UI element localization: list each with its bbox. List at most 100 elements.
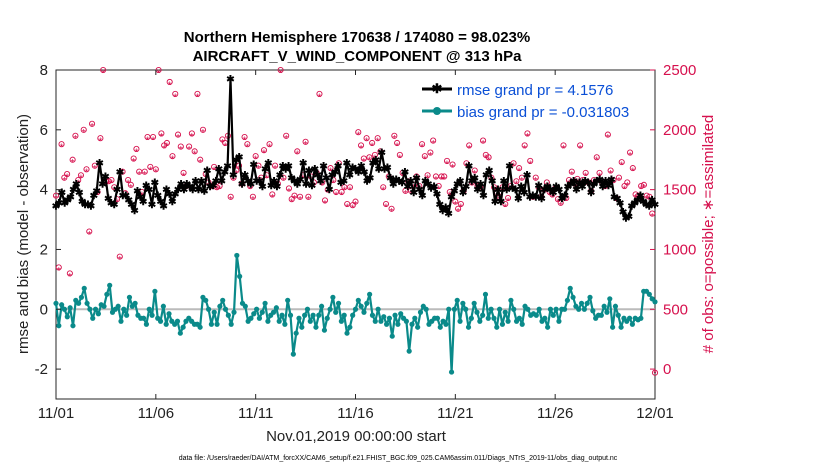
rmse-point: ✱ [58,188,67,199]
bias-point [104,291,110,297]
rmse-point: ✱ [651,200,660,211]
obs-possible-point [502,200,509,208]
obs-assimilated-point: * [68,272,72,283]
obs-assimilated-point: * [195,92,199,103]
rmse-point: ✱ [314,170,323,181]
rmse-point: ✱ [81,200,90,211]
obs-assimilated-point: * [348,186,352,197]
bias-point [378,318,384,324]
obs-possible-point [419,141,426,148]
bias-point [578,300,585,306]
obs-assimilated-point: * [137,170,141,181]
obs-possible-point [560,142,567,149]
obs-assimilated-point: * [514,180,518,191]
obs-assimilated-point: * [107,180,111,191]
bias-point [516,315,522,321]
rmse-point: ✱ [220,167,229,178]
rmse-point: ✱ [305,166,314,177]
obs-assimilated-point: * [634,193,638,204]
bias-point [607,296,613,302]
obs-possible-point [388,205,395,212]
obs-possible-point [213,184,220,191]
obs-possible-point [197,156,204,163]
obs-possible-point [369,139,376,147]
bias-point [386,315,393,321]
bias-point [358,303,364,309]
obs-assimilated-point: * [306,195,310,206]
rmse-point: ✱ [250,160,259,171]
y2-tick-label: 1000 [663,241,696,258]
y2-tick-label: 0 [663,361,671,378]
rmse-point: ✱ [148,200,157,211]
obs-possible-point [557,199,564,206]
obs-possible-point [172,90,179,97]
bias-point [53,300,59,306]
obs-possible-point [86,228,93,235]
obs-possible-point [649,210,656,217]
rmse-point: ✱ [293,179,302,190]
bias-point [570,294,576,300]
obs-possible-point [565,177,573,184]
obs-possible-point [344,200,351,208]
bias-point [505,318,511,324]
rmse-point: ✱ [546,185,555,196]
obs-possible-point [352,198,359,205]
bias-point [149,312,155,318]
rmse-point: ✱ [345,170,354,181]
x-tick-label: 12/01 [636,405,674,422]
obs-assimilated-point: * [259,176,263,187]
rmse-point: ✱ [389,179,398,190]
bias-point [256,315,263,321]
obs-possible-point [382,200,390,208]
bias-point [287,312,294,318]
rmse-point: ✱ [596,175,605,186]
y2-tick-label: 2000 [663,122,696,139]
x-tick-label: 11/16 [337,405,373,422]
obs-assimilated-point: * [625,181,629,192]
rmse-point: ✱ [191,176,200,187]
bias-point [324,315,330,321]
bias-point [126,294,133,300]
bias-point [499,321,506,327]
rmse-point: ✱ [575,178,584,189]
rmse-point: ✱ [90,191,99,202]
obs-assimilated-point: * [462,189,466,200]
bias-point [338,318,344,324]
rmse-point: ✱ [581,176,590,187]
obs-possible-point [174,131,182,138]
bias-point [310,312,316,318]
rmse-point: ✱ [200,187,209,198]
rmse-point: ✱ [561,191,570,202]
bias-point [242,303,248,309]
obs-assimilated-point: * [445,159,449,170]
obs-possible-point [596,169,603,176]
obs-possible-point [391,132,398,139]
obs-assimilated-point: * [487,156,491,167]
rmse-point: ✱ [380,164,389,175]
obs-assimilated-point: * [584,171,588,182]
bias-point [282,321,288,327]
obs-possible-point [260,147,268,154]
rmse-point: ✱ [500,176,509,187]
rmse-point: ✱ [392,175,401,186]
rmse-point: ✱ [529,191,538,202]
obs-possible-point [632,191,639,198]
rmse-point: ✱ [322,173,331,184]
bias-point [251,311,257,317]
obs-possible-point [421,153,428,160]
obs-assimilated-point: * [559,201,563,212]
obs-possible-point [130,155,137,162]
rmse-point: ✱ [218,176,227,187]
obs-assimilated-point: * [201,128,205,139]
rmse-point: ✱ [471,173,480,184]
obs-possible-point [269,191,276,198]
obs-possible-point [321,197,329,204]
bias-point [590,308,596,314]
rmse-point: ✱ [613,194,622,205]
obs-possible-point [396,151,403,158]
obs-possible-point [316,90,323,97]
obs-assimilated-point: * [157,68,161,79]
bias-point [488,306,494,312]
rmse-point: ✱ [215,164,224,175]
rmse-point: ✱ [61,199,70,210]
